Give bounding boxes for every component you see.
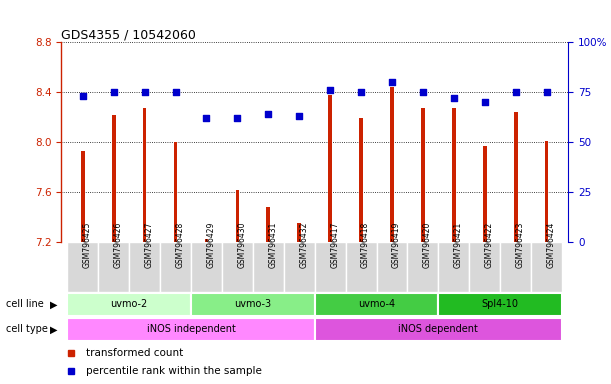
FancyBboxPatch shape: [253, 242, 284, 292]
Bar: [174, 142, 177, 242]
Point: [387, 79, 397, 85]
Text: GSM796423: GSM796423: [516, 221, 525, 268]
Text: GSM796424: GSM796424: [547, 221, 555, 268]
Text: cell line: cell line: [6, 299, 44, 310]
Point: [202, 115, 211, 121]
Text: GSM796419: GSM796419: [392, 221, 401, 268]
Bar: [545, 141, 549, 242]
Text: GSM796426: GSM796426: [114, 221, 123, 268]
FancyBboxPatch shape: [315, 242, 346, 292]
FancyBboxPatch shape: [438, 293, 562, 316]
Point: [356, 89, 366, 95]
FancyBboxPatch shape: [160, 242, 191, 292]
Text: GSM796432: GSM796432: [299, 221, 308, 268]
Bar: [359, 118, 363, 242]
Bar: [298, 223, 301, 242]
Text: ▶: ▶: [50, 324, 57, 334]
Point: [263, 111, 273, 117]
Bar: [205, 240, 208, 242]
Text: iNOS dependent: iNOS dependent: [398, 324, 478, 334]
FancyBboxPatch shape: [191, 242, 222, 292]
Bar: [514, 112, 518, 242]
Text: GSM796417: GSM796417: [330, 221, 339, 268]
Point: [418, 89, 428, 95]
FancyBboxPatch shape: [98, 242, 129, 292]
FancyBboxPatch shape: [500, 242, 531, 292]
Point: [295, 113, 304, 119]
Point: [325, 87, 335, 93]
Text: GSM796418: GSM796418: [361, 221, 370, 268]
Text: GSM796431: GSM796431: [268, 221, 277, 268]
Text: GSM796425: GSM796425: [82, 221, 92, 268]
Text: Spl4-10: Spl4-10: [481, 299, 519, 309]
Text: transformed count: transformed count: [87, 348, 184, 358]
Point: [78, 93, 87, 99]
Point: [542, 89, 552, 95]
Point: [480, 99, 489, 105]
Text: iNOS independent: iNOS independent: [147, 324, 235, 334]
Text: GSM796420: GSM796420: [423, 221, 432, 268]
Text: GDS4355 / 10542060: GDS4355 / 10542060: [61, 28, 196, 41]
FancyBboxPatch shape: [191, 293, 315, 316]
Bar: [390, 87, 394, 242]
Bar: [112, 115, 115, 242]
Point: [109, 89, 119, 95]
FancyBboxPatch shape: [67, 318, 315, 341]
Text: GSM796421: GSM796421: [454, 221, 463, 268]
Bar: [328, 95, 332, 242]
FancyBboxPatch shape: [129, 242, 160, 292]
Bar: [143, 108, 147, 242]
FancyBboxPatch shape: [531, 242, 562, 292]
Text: GSM796430: GSM796430: [237, 221, 246, 268]
Text: ▶: ▶: [50, 299, 57, 310]
Point: [140, 89, 150, 95]
Text: GSM796422: GSM796422: [485, 221, 494, 268]
FancyBboxPatch shape: [469, 242, 500, 292]
FancyBboxPatch shape: [222, 242, 253, 292]
FancyBboxPatch shape: [438, 242, 469, 292]
Point: [449, 95, 459, 101]
FancyBboxPatch shape: [408, 242, 438, 292]
Text: GSM796429: GSM796429: [207, 221, 216, 268]
Text: GSM796427: GSM796427: [145, 221, 153, 268]
Bar: [483, 146, 486, 242]
Point: [511, 89, 521, 95]
FancyBboxPatch shape: [284, 242, 315, 292]
Text: GSM796428: GSM796428: [175, 221, 185, 268]
FancyBboxPatch shape: [315, 318, 562, 341]
Text: percentile rank within the sample: percentile rank within the sample: [87, 366, 262, 376]
Point: [170, 89, 180, 95]
Bar: [452, 108, 456, 242]
FancyBboxPatch shape: [67, 293, 191, 316]
Text: uvmo-2: uvmo-2: [111, 299, 148, 309]
Text: cell type: cell type: [6, 324, 48, 334]
FancyBboxPatch shape: [67, 242, 98, 292]
Point: [232, 115, 242, 121]
Bar: [266, 207, 270, 242]
Text: uvmo-4: uvmo-4: [358, 299, 395, 309]
Bar: [235, 190, 240, 242]
FancyBboxPatch shape: [346, 242, 376, 292]
FancyBboxPatch shape: [315, 293, 438, 316]
FancyBboxPatch shape: [376, 242, 408, 292]
Bar: [421, 108, 425, 242]
Bar: [81, 151, 84, 242]
Text: uvmo-3: uvmo-3: [234, 299, 271, 309]
